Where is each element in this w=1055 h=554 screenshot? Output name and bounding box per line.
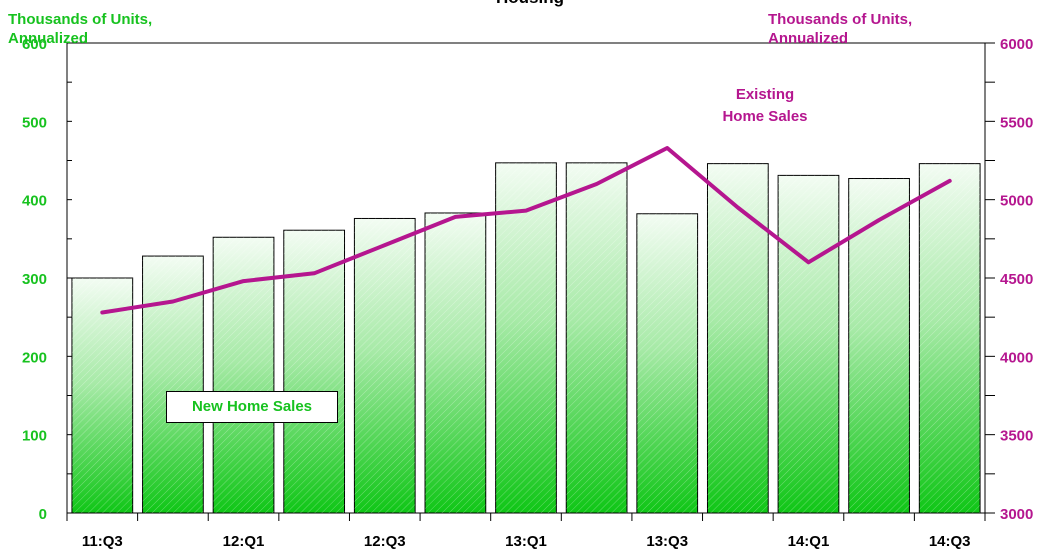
x-tick-label: 13:Q1 <box>505 533 547 550</box>
x-tick-label: 14:Q1 <box>788 533 830 550</box>
chart-title: Housing <box>470 0 590 8</box>
bar-texture-13:Q4 <box>707 163 769 513</box>
left-tick-label: 600 <box>22 36 47 53</box>
left-axis-title: Thousands of Units, Annualized <box>8 11 153 47</box>
left-tick-label: 400 <box>22 193 47 210</box>
bar-texture-11:Q4 <box>142 256 204 513</box>
bar-texture-13:Q1 <box>495 162 557 513</box>
x-tick-label: 12:Q1 <box>223 533 265 550</box>
bar-texture-14:Q2 <box>848 178 910 513</box>
x-tick-label: 11:Q3 <box>82 533 123 550</box>
bar-texture-12:Q3 <box>354 218 416 513</box>
bar-series <box>71 162 981 514</box>
bar-texture-12:Q1 <box>213 237 274 513</box>
right-tick-label: 4500 <box>1000 271 1033 288</box>
right-tick-label: 3000 <box>1000 506 1033 523</box>
right-tick-label: 6000 <box>1000 36 1033 53</box>
bar-texture-14:Q3 <box>919 163 981 513</box>
left-tick-label: 100 <box>22 428 47 445</box>
right-tick-label: 5500 <box>1000 114 1033 131</box>
bar-texture-14:Q1 <box>778 175 839 513</box>
right-tick-label: 4000 <box>1000 349 1033 366</box>
x-tick-label: 12:Q3 <box>364 533 406 550</box>
x-tick-label: 13:Q3 <box>646 533 688 550</box>
line-series-label-line1: Existing <box>735 86 795 103</box>
right-tick-label: 5000 <box>1000 193 1033 210</box>
left-tick-label: 300 <box>22 271 47 288</box>
right-axis-title: Thousands of Units, Annualized <box>768 11 913 47</box>
bar-texture-11:Q3 <box>71 278 133 513</box>
bar-texture-12:Q4 <box>425 212 486 513</box>
bar-texture-13:Q2 <box>566 162 627 513</box>
right-tick-label: 3500 <box>1000 428 1033 445</box>
x-tick-label: 14:Q3 <box>929 533 971 550</box>
left-tick-label: 200 <box>22 349 47 366</box>
axes: 0 100 200 300 400 500 600 3000 3500 4000 4500 5000 5… <box>22 36 1033 550</box>
line-series-label-line2: Home Sales <box>722 108 808 125</box>
line-series-label: Existing Home Sales <box>700 84 830 128</box>
left-tick-label: 0 <box>39 506 47 523</box>
bar-series-label: New Home Sales <box>166 391 338 423</box>
bar-texture-13:Q3 <box>636 213 698 513</box>
left-tick-label: 500 <box>22 114 47 131</box>
line-series <box>100 146 952 315</box>
